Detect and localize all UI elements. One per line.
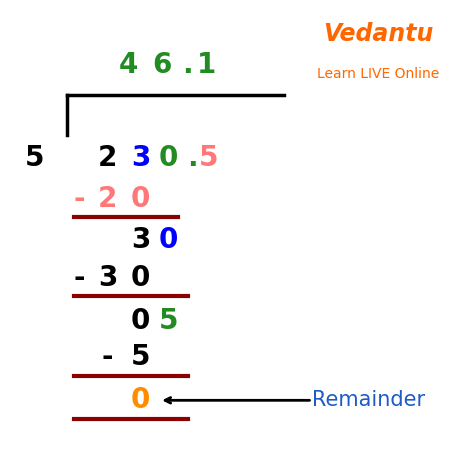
Text: 5: 5 bbox=[159, 307, 178, 335]
Text: 0: 0 bbox=[159, 144, 178, 172]
Text: 0: 0 bbox=[131, 307, 150, 335]
Text: 0: 0 bbox=[159, 226, 178, 254]
Text: 0: 0 bbox=[131, 264, 150, 292]
Text: 5: 5 bbox=[199, 144, 219, 172]
Text: 5: 5 bbox=[25, 144, 44, 172]
Text: 3: 3 bbox=[131, 226, 150, 254]
Text: -: - bbox=[73, 264, 85, 292]
Text: 1: 1 bbox=[197, 50, 216, 79]
Text: 0: 0 bbox=[131, 386, 150, 414]
Text: 2: 2 bbox=[98, 185, 117, 213]
Text: 6: 6 bbox=[152, 50, 171, 79]
Text: .: . bbox=[182, 50, 193, 79]
Text: .: . bbox=[187, 144, 198, 172]
Text: 5: 5 bbox=[131, 343, 150, 371]
Text: Learn LIVE Online: Learn LIVE Online bbox=[317, 67, 439, 81]
Text: 2: 2 bbox=[98, 144, 117, 172]
Text: 0: 0 bbox=[131, 185, 150, 213]
Text: 4: 4 bbox=[119, 50, 138, 79]
Text: Remainder: Remainder bbox=[312, 390, 426, 410]
Text: -: - bbox=[101, 343, 113, 371]
Text: Vedantu: Vedantu bbox=[323, 22, 434, 46]
Text: 3: 3 bbox=[131, 144, 150, 172]
Text: -: - bbox=[73, 185, 85, 213]
Text: 3: 3 bbox=[98, 264, 117, 292]
